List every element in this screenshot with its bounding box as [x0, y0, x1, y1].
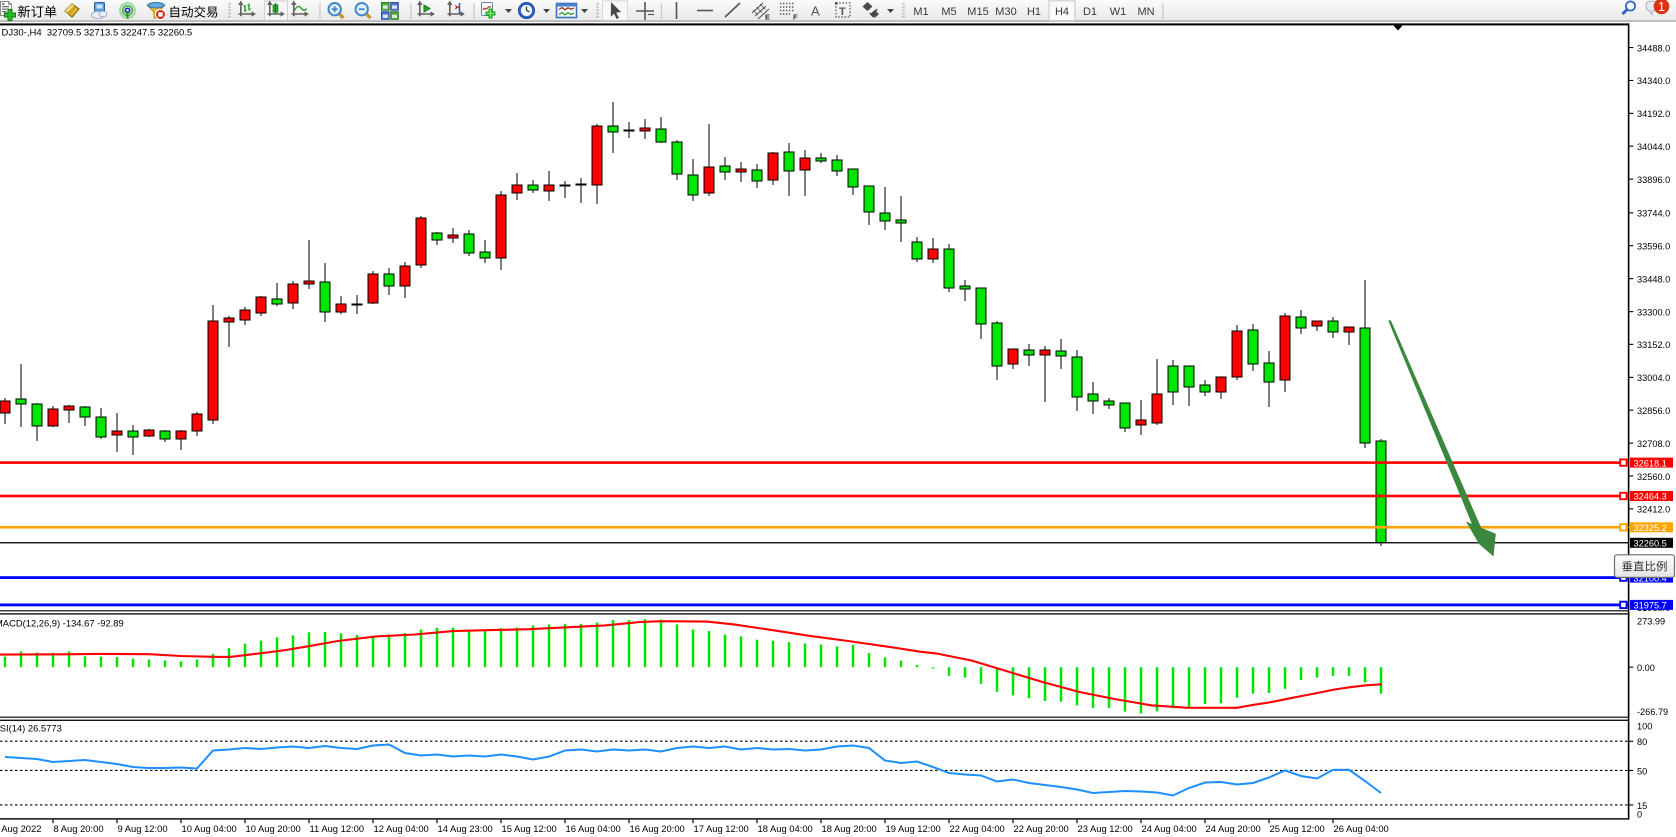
svg-text:32856.0: 32856.0	[1637, 406, 1670, 416]
svg-text:8 Aug 20:00: 8 Aug 20:00	[54, 823, 104, 834]
svg-text:80: 80	[1637, 737, 1647, 747]
svg-text:12 Aug 04:00: 12 Aug 04:00	[374, 823, 429, 834]
svg-text:9 Aug 12:00: 9 Aug 12:00	[118, 823, 168, 834]
svg-text:32260.5: 32260.5	[1634, 539, 1667, 549]
svg-text:33300.0: 33300.0	[1637, 307, 1670, 317]
svg-text:F: F	[793, 13, 798, 22]
svg-text:22 Aug 20:00: 22 Aug 20:00	[1014, 823, 1069, 834]
svg-text:-266.79: -266.79	[1637, 707, 1668, 717]
svg-text:17 Aug 12:00: 17 Aug 12:00	[694, 823, 749, 834]
svg-text:D1: D1	[1083, 6, 1097, 18]
svg-text:A: A	[811, 4, 820, 19]
svg-text:32464.3: 32464.3	[1634, 492, 1667, 502]
svg-text:23 Aug 12:00: 23 Aug 12:00	[1078, 823, 1133, 834]
svg-text:24 Aug 20:00: 24 Aug 20:00	[1206, 823, 1261, 834]
svg-text:16 Aug 04:00: 16 Aug 04:00	[566, 823, 621, 834]
svg-text:19 Aug 12:00: 19 Aug 12:00	[886, 823, 941, 834]
svg-text:15: 15	[1637, 801, 1647, 811]
svg-text:34192.0: 34192.0	[1637, 109, 1670, 119]
svg-text:10 Aug 04:00: 10 Aug 04:00	[182, 823, 237, 834]
svg-text:31975.7: 31975.7	[1634, 601, 1667, 611]
svg-text:M1: M1	[913, 6, 928, 18]
svg-text:MACD(12,26,9) -134.67 -92.89: MACD(12,26,9) -134.67 -92.89	[0, 618, 124, 629]
svg-text:10 Aug 20:00: 10 Aug 20:00	[246, 823, 301, 834]
svg-text:M5: M5	[941, 6, 956, 18]
svg-text:50: 50	[1637, 766, 1647, 776]
svg-text:33596.0: 33596.0	[1637, 242, 1670, 252]
svg-text:34044.0: 34044.0	[1637, 142, 1670, 152]
svg-text:33448.0: 33448.0	[1637, 275, 1670, 285]
svg-text:M15: M15	[967, 6, 988, 18]
svg-text:H1: H1	[1027, 6, 1041, 18]
svg-text:26 Aug 04:00: 26 Aug 04:00	[1334, 823, 1389, 834]
svg-text:34488.0: 34488.0	[1637, 43, 1670, 53]
svg-text:MN: MN	[1137, 6, 1154, 18]
svg-text:11 Aug 12:00: 11 Aug 12:00	[310, 823, 365, 834]
svg-text:32412.0: 32412.0	[1637, 505, 1670, 515]
svg-text:W1: W1	[1110, 6, 1127, 18]
svg-text:33896.0: 33896.0	[1637, 175, 1670, 185]
svg-text:32708.0: 32708.0	[1637, 439, 1670, 449]
svg-text:H4: H4	[1055, 6, 1069, 18]
svg-text:33004.0: 33004.0	[1637, 373, 1670, 383]
svg-text:273.99: 273.99	[1637, 617, 1665, 627]
svg-text:33152.0: 33152.0	[1637, 340, 1670, 350]
svg-text:32618.1: 32618.1	[1634, 458, 1667, 468]
svg-text:0.00: 0.00	[1637, 663, 1655, 673]
svg-text:32100.4: 32100.4	[1634, 573, 1667, 583]
svg-text:22 Aug 04:00: 22 Aug 04:00	[950, 823, 1005, 834]
svg-text:100: 100	[1637, 722, 1652, 732]
svg-text:E: E	[765, 13, 770, 22]
svg-text:14 Aug 23:00: 14 Aug 23:00	[438, 823, 493, 834]
svg-text:DJ30-,H4 32709.5 32713.5 3224: DJ30-,H4 32709.5 32713.5 32247.5 32260.5	[2, 27, 193, 38]
svg-text:18 Aug 04:00: 18 Aug 04:00	[758, 823, 813, 834]
svg-text:24 Aug 04:00: 24 Aug 04:00	[1142, 823, 1197, 834]
svg-text:34340.0: 34340.0	[1637, 76, 1670, 86]
svg-text:18 Aug 20:00: 18 Aug 20:00	[822, 823, 877, 834]
svg-text:RSI(14) 26.5773: RSI(14) 26.5773	[0, 723, 62, 734]
svg-text:T: T	[839, 6, 846, 18]
svg-text:16 Aug 20:00: 16 Aug 20:00	[630, 823, 685, 834]
svg-text:M30: M30	[995, 6, 1016, 18]
svg-text:1: 1	[1658, 0, 1665, 14]
svg-text:5 Aug 2022: 5 Aug 2022	[0, 823, 41, 834]
svg-text:32325.2: 32325.2	[1634, 523, 1667, 533]
svg-text:25 Aug 12:00: 25 Aug 12:00	[1270, 823, 1325, 834]
svg-text:32560.0: 32560.0	[1637, 472, 1670, 482]
svg-text:33744.0: 33744.0	[1637, 209, 1670, 219]
svg-text:15 Aug 12:00: 15 Aug 12:00	[502, 823, 557, 834]
svg-text:0: 0	[1637, 810, 1642, 820]
